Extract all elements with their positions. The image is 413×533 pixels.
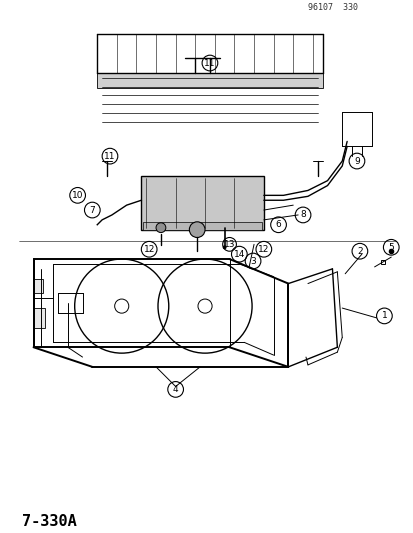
Text: 5: 5 <box>387 243 393 252</box>
Text: 6: 6 <box>275 220 281 229</box>
FancyBboxPatch shape <box>143 222 261 230</box>
Text: 13: 13 <box>223 240 235 249</box>
Text: 96107  330: 96107 330 <box>307 3 357 12</box>
Text: 7-330A: 7-330A <box>22 514 76 529</box>
FancyBboxPatch shape <box>33 308 45 328</box>
Text: 12: 12 <box>143 245 154 254</box>
Text: 3: 3 <box>249 256 255 265</box>
Text: 10: 10 <box>72 191 83 200</box>
Text: 11: 11 <box>204 59 215 68</box>
Text: 9: 9 <box>353 157 359 166</box>
FancyBboxPatch shape <box>33 279 43 293</box>
Circle shape <box>222 245 226 249</box>
Text: 11: 11 <box>104 152 116 160</box>
Circle shape <box>156 223 166 232</box>
Circle shape <box>189 222 204 238</box>
Text: 7: 7 <box>89 206 95 215</box>
Text: 14: 14 <box>233 249 244 259</box>
Text: 12: 12 <box>258 245 269 254</box>
FancyBboxPatch shape <box>141 176 263 230</box>
Text: 8: 8 <box>299 211 305 220</box>
Text: 2: 2 <box>356 247 362 256</box>
Text: 1: 1 <box>381 311 386 320</box>
Text: 4: 4 <box>172 385 178 394</box>
FancyBboxPatch shape <box>97 73 322 87</box>
